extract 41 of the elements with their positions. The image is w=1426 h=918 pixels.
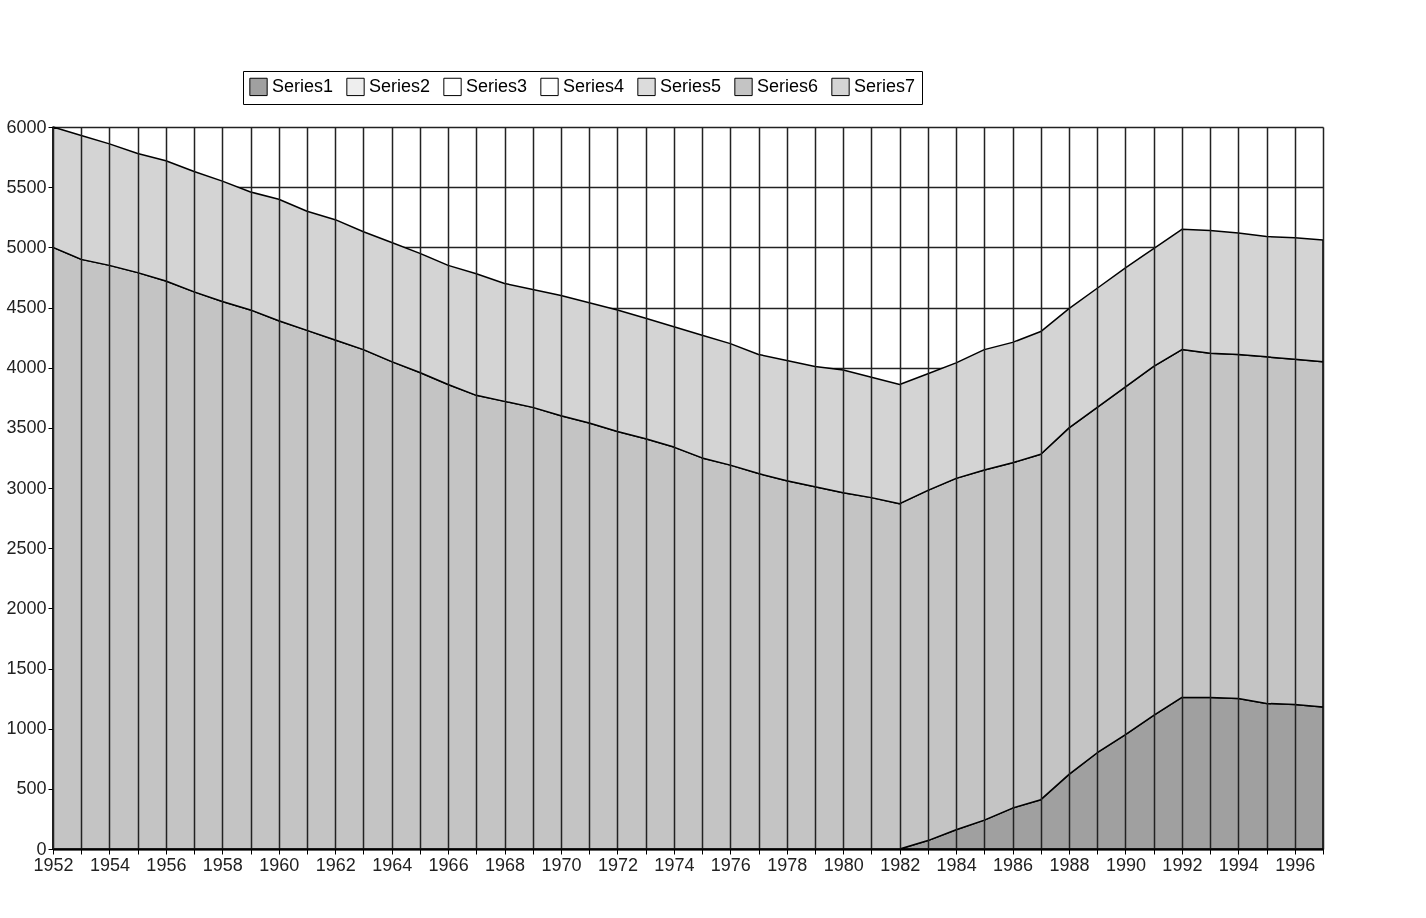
y-tick-label: 5000 [6, 236, 47, 257]
y-tick-label: 4500 [6, 297, 47, 317]
x-tick-label: 1980 [823, 854, 864, 875]
x-tick-label: 1954 [89, 854, 130, 875]
x-tick-label: 1970 [541, 854, 582, 875]
legend-label: Series6 [757, 75, 819, 96]
y-tick-label: 4000 [6, 357, 47, 378]
y-tick-label: 3000 [6, 477, 47, 498]
x-tick-label: 1996 [1275, 854, 1316, 875]
x-tick-label: 1976 [710, 854, 751, 875]
y-tick-label: 1000 [6, 718, 47, 739]
y-tick-label: 5500 [6, 176, 47, 197]
x-tick-label: 1990 [1105, 854, 1146, 875]
legend-label: Series3 [466, 75, 528, 96]
x-tick-label: 1958 [202, 854, 243, 875]
legend-label: Series4 [563, 75, 625, 96]
y-tick-label: 6000 [6, 116, 47, 137]
x-tick-label: 1968 [485, 854, 526, 875]
x-tick-label: 1986 [993, 854, 1034, 875]
x-tick-label: 1960 [259, 854, 300, 875]
y-tick-label: 500 [16, 778, 47, 799]
x-tick-label: 1982 [880, 854, 921, 875]
x-tick-label: 1962 [315, 854, 356, 875]
x-tick-label: 1966 [428, 854, 469, 875]
x-tick-label: 1956 [146, 854, 187, 875]
x-tick-label: 1988 [1049, 854, 1090, 875]
legend-label: Series7 [854, 75, 916, 96]
x-tick-label: 1978 [767, 854, 808, 875]
y-tick-label: 2000 [6, 597, 47, 618]
legend-label: Series5 [660, 75, 722, 96]
x-tick-label: 1984 [936, 854, 977, 875]
y-tick-label: 2500 [6, 537, 47, 558]
x-tick-label: 1992 [1162, 854, 1203, 875]
legend-label: Series1 [272, 75, 334, 96]
x-tick-label: 1974 [654, 854, 695, 875]
x-tick-label: 1964 [372, 854, 413, 875]
x-tick-label: 1972 [597, 854, 638, 875]
legend-label: Series2 [369, 75, 431, 96]
y-tick-label: 3500 [6, 417, 47, 438]
y-tick-label: 1500 [6, 658, 47, 678]
x-tick-label: 1994 [1218, 854, 1259, 875]
